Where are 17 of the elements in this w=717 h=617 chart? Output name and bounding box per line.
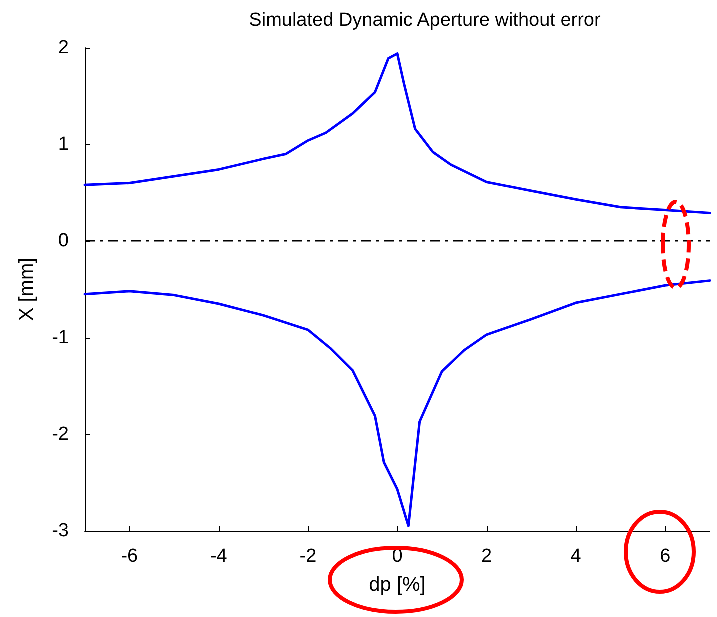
line-series — [84, 52, 712, 214]
y-tick-label: -1 — [52, 327, 69, 348]
y-tick-label: 0 — [58, 230, 69, 252]
x-tick-label: 2 — [481, 546, 492, 567]
chart-title: Simulated Dynamic Aperture without error — [249, 10, 602, 31]
x-axis-title: dp [%] — [369, 574, 426, 596]
y-tick-label: 1 — [58, 134, 69, 156]
y-tick-label: 2 — [58, 38, 69, 58]
y-tick-label: -2 — [52, 424, 69, 445]
y-tick-label: -3 — [52, 520, 69, 542]
y-axis-title: X [mm] — [16, 258, 38, 322]
x-tick-label: 4 — [570, 546, 582, 567]
line-series — [84, 280, 712, 528]
x-tick-label: -6 — [121, 546, 138, 567]
x-tick-label: -2 — [300, 546, 317, 567]
x-tick-label: 6 — [660, 546, 671, 567]
x-tick-label: -4 — [210, 546, 228, 567]
